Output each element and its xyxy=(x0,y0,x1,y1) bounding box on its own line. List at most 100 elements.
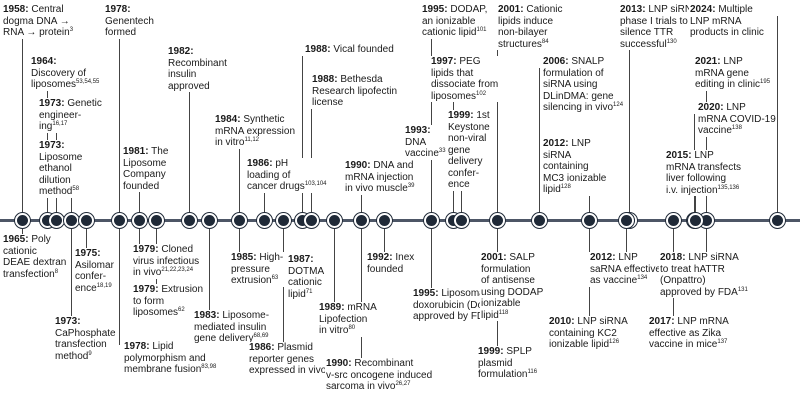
event-text: SNALP xyxy=(568,56,605,67)
event-label: 2013: LNP siRNA phase I trials to silence … xyxy=(619,4,700,50)
event-refs: 58 xyxy=(72,186,80,192)
event-text: vaccine xyxy=(405,148,439,159)
event-line: gene delivery68,69 xyxy=(194,333,269,345)
event-line: 1995: DODAP, xyxy=(422,4,487,16)
event-line: 2001: Cationic xyxy=(498,4,562,16)
event-label: 1993: DNA vaccine33 xyxy=(404,125,447,160)
event-text: formulation xyxy=(481,263,531,275)
event-line: cancer drugs103,104 xyxy=(247,181,327,193)
event-text: Central xyxy=(28,4,64,15)
event-line: 1973: Genetic xyxy=(39,98,102,110)
event-line: plasmid xyxy=(478,358,537,370)
event-label: 1990: Recombinant v-src oncogene induced s… xyxy=(325,358,434,393)
timeline-dot xyxy=(582,213,597,228)
event-line: 1979: Extrusion xyxy=(133,284,203,296)
event-text: v-src oncogene induced xyxy=(326,369,433,381)
event-line: confer- xyxy=(448,168,490,180)
event-line: 1988: Vical founded xyxy=(305,44,394,56)
event-text: lipid xyxy=(543,184,561,195)
event-line: products in clinic xyxy=(690,27,764,39)
event-line: insulin xyxy=(168,69,227,81)
event-text: LNP xyxy=(615,252,638,263)
leader-line xyxy=(497,220,498,256)
event-line: 2012: LNP xyxy=(543,138,606,150)
event-text: liver following xyxy=(666,173,727,184)
event-text: non-viral xyxy=(448,133,487,144)
event-line: successful130 xyxy=(620,39,699,51)
leader-line xyxy=(431,220,432,292)
event-refs: 134 xyxy=(637,275,648,281)
event-label: 1978: Lipid polymorphism and membrane fusi… xyxy=(123,341,218,376)
event-year: 1986: xyxy=(249,342,275,353)
event-year: 2010: xyxy=(549,316,575,327)
leader-line xyxy=(209,220,210,314)
event-text: mRNA gene xyxy=(695,67,749,79)
event-text: in vitro xyxy=(215,137,245,148)
event-text: Company xyxy=(123,169,166,180)
event-label: 1981: The Liposome Company founded xyxy=(122,146,170,192)
event-text: Keystone xyxy=(448,121,490,133)
event-text: in vivo xyxy=(133,267,162,278)
event-line: formed xyxy=(105,27,154,39)
event-text: mediated insulin xyxy=(194,321,267,333)
timeline-dot xyxy=(202,213,217,228)
event-line: Liposome xyxy=(39,152,82,164)
event-year: 2012: xyxy=(590,252,616,263)
event-line: ionizable lipid126 xyxy=(549,339,628,351)
event-line: extrusion63 xyxy=(231,275,283,287)
event-line: formulation xyxy=(481,264,543,276)
event-text: RNA → protein xyxy=(3,27,70,38)
event-line: 1987: xyxy=(288,254,324,266)
event-text: LNP mRNA xyxy=(690,15,742,27)
timeline-dot xyxy=(15,213,30,228)
leader-line xyxy=(139,220,140,248)
event-label: 1965: Poly cationic DEAE dextran transfecti… xyxy=(2,234,68,280)
leader-line xyxy=(706,68,707,220)
event-line: MC3 ionizable xyxy=(543,173,606,185)
event-year: 1987: xyxy=(288,254,314,265)
event-refs: 124 xyxy=(613,102,624,108)
event-line: non-bilayer xyxy=(498,27,562,39)
event-text: Recombinant xyxy=(168,57,227,69)
event-refs: 103,104 xyxy=(304,181,327,187)
event-year: 2001: xyxy=(481,252,507,263)
event-line: using DODAP xyxy=(481,287,543,299)
leader-line xyxy=(706,220,707,256)
event-text: license xyxy=(312,97,344,108)
leader-line xyxy=(384,220,385,256)
timeline-dot xyxy=(64,213,79,228)
event-text: Liposome xyxy=(123,157,167,169)
event-label: 1978: Genentech formed xyxy=(104,4,155,39)
event-text: mRNA transfects xyxy=(666,161,742,173)
event-refs: 102 xyxy=(476,90,487,97)
event-label: 2001: Cationic lipids induce non-bilayer st… xyxy=(497,4,564,50)
event-line: confer- xyxy=(75,271,114,283)
event-line: 1965: Poly xyxy=(3,234,66,246)
event-text: membrane fusion xyxy=(124,364,202,375)
event-line: dissociate from xyxy=(431,79,498,91)
event-line: vaccine in mice137 xyxy=(649,339,729,351)
event-line: mRNA expression xyxy=(215,126,295,138)
event-text: Extrusion xyxy=(158,284,204,295)
event-line: liposomes53,54,55 xyxy=(31,79,99,91)
event-label: 1995: DODAP, an ionizable cationic lipid10… xyxy=(421,4,489,39)
event-line: lipid118 xyxy=(481,310,543,322)
event-line: editing in clinic195 xyxy=(695,79,770,91)
event-line: effective as Zika xyxy=(649,328,729,340)
event-line: delivery xyxy=(448,156,490,168)
event-text: non-bilayer xyxy=(498,27,548,38)
event-text: siRNA xyxy=(543,149,572,161)
event-text: cationic xyxy=(3,245,37,257)
leader-line xyxy=(22,220,23,238)
event-line: in vitro11,12 xyxy=(215,137,295,149)
event-line: 2001: SALP xyxy=(481,252,543,264)
event-line: founded xyxy=(367,264,414,276)
event-text: cationic lipid xyxy=(422,27,477,38)
event-year: 1979: xyxy=(133,284,159,295)
event-text: sarcoma in vivo xyxy=(326,381,396,392)
event-text: effective as Zika xyxy=(649,327,722,339)
event-label: 2020: LNP mRNA COVID-19 vaccine138 xyxy=(697,102,777,137)
event-text: DNA xyxy=(405,136,427,148)
event-text: transfection xyxy=(3,268,55,280)
event-line: 2010: LNP siRNA xyxy=(549,316,628,328)
